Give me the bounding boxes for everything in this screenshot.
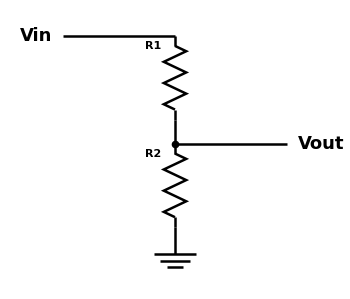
Text: R2: R2 bbox=[145, 149, 161, 159]
Text: R1: R1 bbox=[145, 41, 161, 51]
Text: Vout: Vout bbox=[298, 135, 344, 152]
Text: Vin: Vin bbox=[20, 27, 52, 45]
